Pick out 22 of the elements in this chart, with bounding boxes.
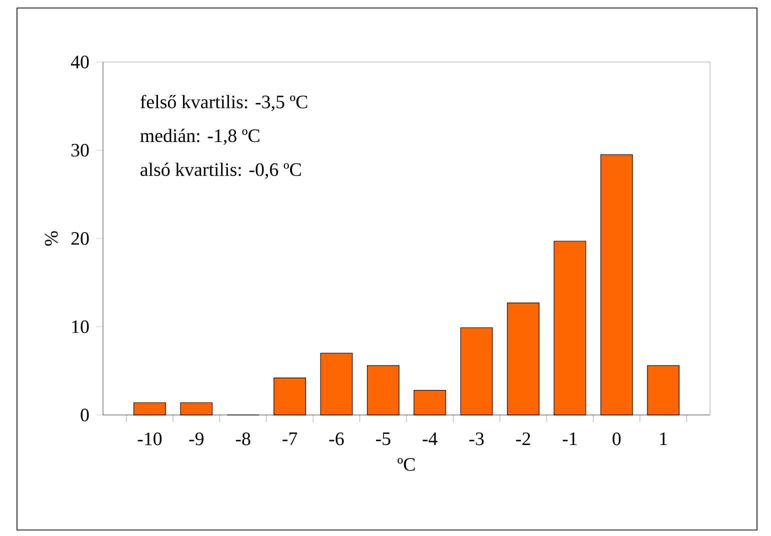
x-tick-label: -8 xyxy=(236,432,250,446)
annotation: alsó kvartilis: -0,6 ºC xyxy=(140,162,301,179)
x-tick-label: -4 xyxy=(422,432,438,445)
x-tick-label: 0 xyxy=(612,432,621,446)
y-tick-label: 20 xyxy=(71,232,89,245)
y-tick-label: 10 xyxy=(72,320,89,334)
x-tick-label: -7 xyxy=(282,432,298,445)
x-tick-label: 1 xyxy=(660,432,667,445)
x-tick-label: -1 xyxy=(562,432,577,445)
x-tick-label: -2 xyxy=(516,432,530,446)
x-tick-label: -6 xyxy=(329,432,344,446)
y-tick-label: 0 xyxy=(80,408,89,422)
x-tick-label: -9 xyxy=(189,432,204,446)
x-axis-title: ºC xyxy=(398,458,415,471)
y-tick-label: 40 xyxy=(70,56,89,68)
x-tick-label: -3 xyxy=(469,432,484,446)
x-tick-label: -5 xyxy=(376,432,390,446)
annotation: medián: -1,8 ºC xyxy=(140,128,260,145)
annotation: felső kvartilis: -3,5 ºC xyxy=(140,94,308,112)
y-tick-label: 30 xyxy=(71,144,89,157)
y-axis-title: % xyxy=(44,231,58,246)
x-tick-label: -10 xyxy=(138,432,162,446)
